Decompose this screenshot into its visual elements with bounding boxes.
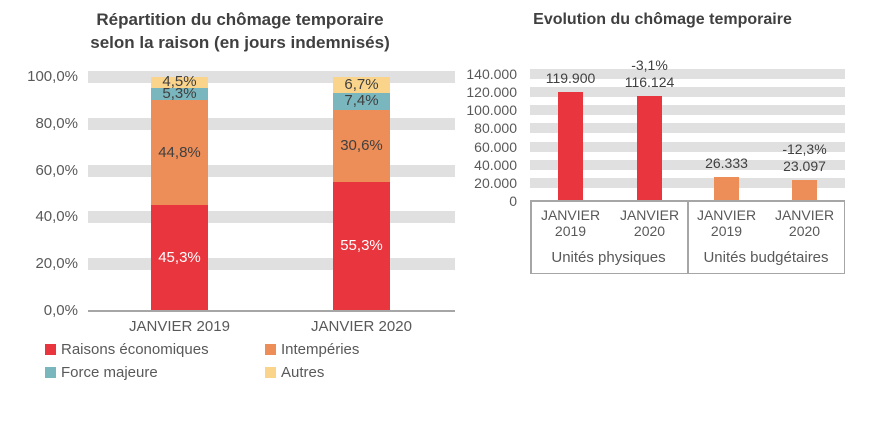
- bar-segment-autres: [333, 77, 390, 93]
- bar-segment-intemp-ries: [151, 100, 208, 205]
- x-axis-category-label: JANVIER 2020: [311, 318, 412, 335]
- gridline-band: [530, 105, 845, 116]
- bar-segment-force-majeure: [333, 92, 390, 110]
- segment-value-label: 6,7%: [344, 75, 379, 93]
- x-axis-category-label: JANVIER 2020: [610, 207, 690, 239]
- category-line: 2020: [788, 223, 821, 239]
- legend-swatch-autres: [265, 367, 276, 378]
- bar-janvier-2020: [637, 95, 662, 201]
- gridline-band: [88, 117, 455, 130]
- bar-janvier-2020: [792, 180, 817, 201]
- x-axis-category-label: JANVIER 2020: [765, 207, 845, 239]
- gridline-band: [530, 69, 845, 79]
- legend-label-autres: Autres: [281, 364, 325, 381]
- category-box-divider: [687, 201, 689, 274]
- segment-value-label: 5,3%: [162, 84, 197, 102]
- gridline-band: [530, 159, 845, 170]
- segment-value-label: 7,4%: [344, 92, 379, 110]
- gridline-band: [88, 71, 455, 83]
- group-label-unites-budgetaires: Unités budgétaires: [703, 249, 829, 266]
- bar-segment-autres: [151, 77, 208, 88]
- y-axis-tick-label: 60.000: [474, 138, 517, 155]
- category-line: 2019: [554, 223, 587, 239]
- gridline-band: [530, 87, 845, 98]
- legend-swatch-raisons-economiques: [45, 344, 56, 355]
- gridline-band: [530, 177, 845, 188]
- legend-label-force-majeure: Force majeure: [61, 364, 158, 381]
- category-box-left-border: [530, 201, 532, 274]
- left-chart-title-line2: selon la raison (en jours indemnisés): [90, 33, 390, 52]
- bar-segment-force-majeure: [151, 87, 208, 101]
- legend-swatch-force-majeure: [45, 367, 56, 378]
- bar-segment-intemp-ries: [333, 109, 390, 182]
- left-chart-title-line1: Répartition du chômage temporaire: [96, 10, 384, 29]
- category-line: 2020: [633, 223, 666, 239]
- bar-value-label: 23.097: [783, 158, 826, 175]
- y-axis-tick-label: 140.000: [466, 66, 517, 82]
- y-axis-tick-label: 100.000: [466, 102, 517, 119]
- legend-label-raisons-economiques: Raisons économiques: [61, 341, 209, 358]
- y-axis-tick-label: 0: [509, 193, 517, 209]
- y-axis-tick-label: 20,0%: [35, 255, 78, 273]
- gridline-band: [530, 141, 845, 152]
- x-axis-category-label: JANVIER 2019: [531, 207, 611, 239]
- y-axis-tick-label: 80.000: [474, 120, 517, 137]
- legend-label-intemperies: Intempéries: [281, 341, 360, 358]
- gridline-band: [530, 123, 845, 134]
- y-axis-tick-label: 120.000: [466, 84, 517, 101]
- category-line: JANVIER: [619, 207, 680, 223]
- segment-value-label: 55,3%: [340, 237, 383, 255]
- x-axis-category-label: JANVIER 2019: [687, 207, 767, 239]
- y-axis-tick-label: 20.000: [474, 174, 517, 191]
- segment-value-label: 4,5%: [162, 73, 197, 91]
- y-axis-tick-label: 40,0%: [35, 208, 78, 226]
- category-line: JANVIER: [774, 207, 835, 223]
- bar-change-label: -3,1%: [631, 56, 668, 73]
- group-label-unites-physiques: Unités physiques: [551, 249, 666, 266]
- category-box-bottom-border: [530, 272, 845, 274]
- y-axis-tick-label: 100,0%: [27, 68, 78, 85]
- x-axis-category-label: JANVIER 2019: [129, 318, 230, 335]
- bar-janvier-2019: [558, 92, 583, 201]
- right-chart-title: Evolution du chômage temporaire: [533, 11, 792, 28]
- legend-swatch-intemperies: [265, 344, 276, 355]
- gridline-band: [88, 164, 455, 177]
- y-axis-tick-label: 60,0%: [35, 161, 78, 179]
- bar-value-label: 119.900: [545, 70, 596, 87]
- category-line: JANVIER: [540, 207, 601, 223]
- y-axis-tick-label: 0,0%: [43, 302, 78, 319]
- bar-segment-raisons-conomiques: [333, 181, 390, 311]
- category-box-right-border: [843, 201, 845, 274]
- segment-value-label: 44,8%: [158, 143, 201, 161]
- segment-value-label: 45,3%: [158, 248, 201, 266]
- category-line: JANVIER: [696, 207, 757, 223]
- left-chart-title: Répartition du chômage temporaire selon …: [20, 8, 460, 54]
- bar-segment-raisons-conomiques: [151, 204, 208, 311]
- segment-value-label: 30,6%: [340, 136, 383, 154]
- bar-value-label: 116.124: [624, 73, 675, 90]
- y-axis-tick-label: 40.000: [474, 156, 517, 173]
- bar-janvier-2019: [714, 177, 739, 201]
- y-axis-tick-label: 80,0%: [35, 114, 78, 132]
- bar-value-label: 26.333: [705, 155, 748, 172]
- x-axis-line: [88, 310, 455, 312]
- category-line: 2019: [710, 223, 743, 239]
- gridline-band: [88, 258, 455, 271]
- bar-change-label: -12,3%: [782, 141, 827, 158]
- gridline-band: [88, 211, 455, 224]
